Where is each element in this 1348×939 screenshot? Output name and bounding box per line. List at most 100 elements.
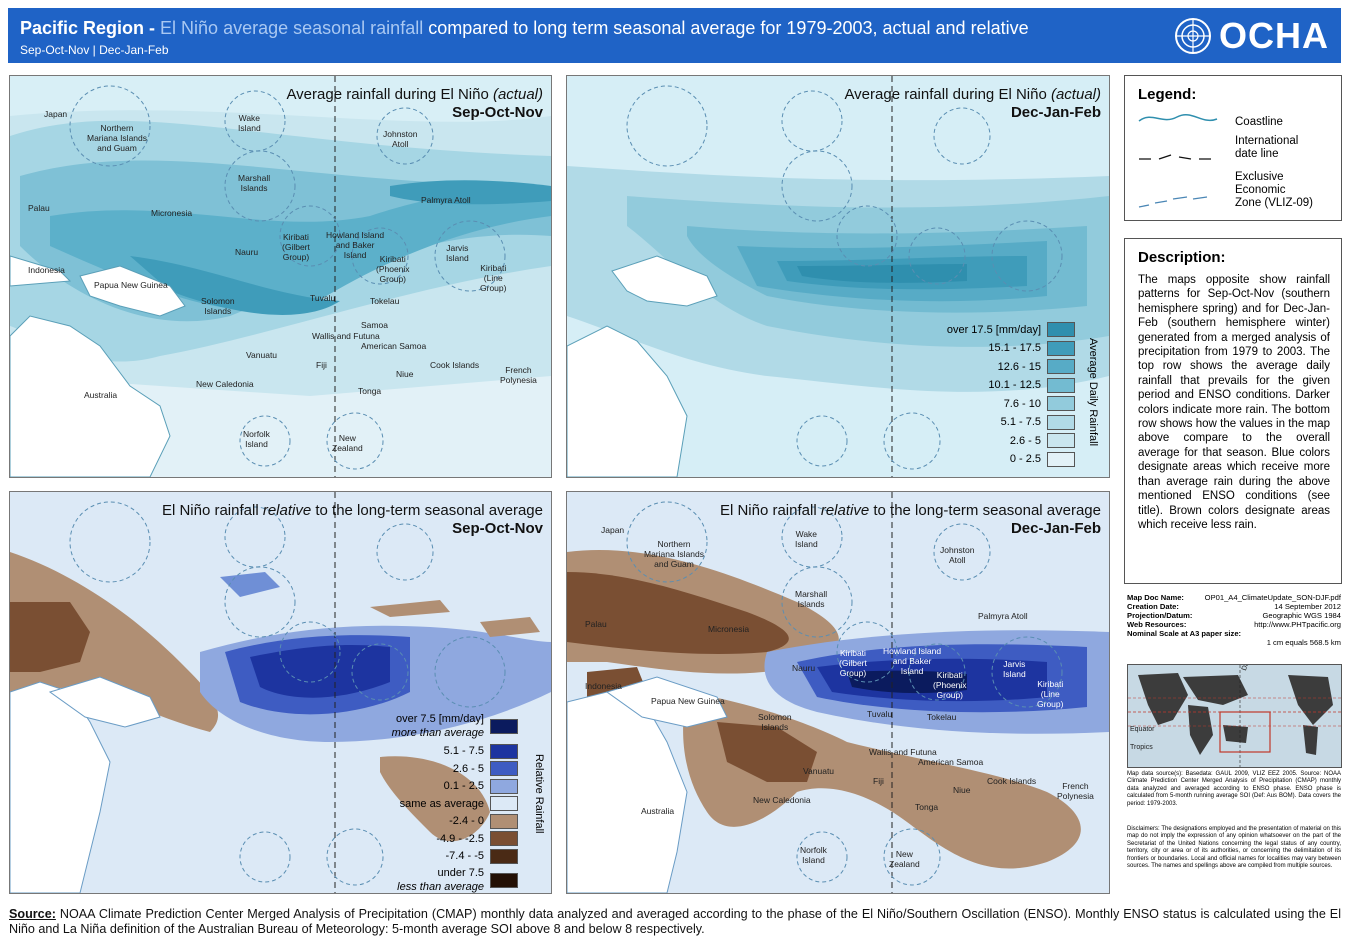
scale-label: over 7.5 [mm/day] more than average [391, 713, 484, 739]
place-label: Johnston Atoll [940, 545, 975, 565]
place-label: Cook Islands [430, 360, 480, 370]
scale-label: 5.1 - 7.5 [1000, 416, 1041, 428]
scale-swatch [490, 761, 518, 776]
place-label: New Caledonia [753, 795, 811, 805]
place-label: Northern Mariana Islands and Guam [644, 539, 705, 569]
place-label: Australia [641, 806, 675, 816]
place-label: Tuvalu [310, 293, 336, 303]
place-label: Jarvis Island [1003, 659, 1026, 679]
scale-row: 0 - 2.5 [1010, 451, 1075, 467]
place-label: Niue [396, 369, 414, 379]
scale-swatch [490, 872, 518, 888]
place-label: Solomon Islands [201, 296, 235, 316]
scale-row: 7.6 - 10 [1004, 396, 1075, 411]
relative-scale-title: Relative Rainfall [533, 754, 545, 834]
scale-row: 5.1 - 7.5 [444, 743, 518, 759]
dateline-icon [1139, 154, 1211, 160]
scale-row: 0.1 - 2.5 [444, 778, 518, 794]
place-label: Papua New Guinea [651, 696, 725, 706]
place-label: Tuvalu [867, 709, 893, 719]
place-label: Micronesia [708, 624, 750, 634]
description-panel: Description: The maps opposite show rain… [1124, 238, 1342, 584]
place-label: Norfolk Island [243, 429, 270, 449]
un-emblem-icon [1175, 18, 1211, 54]
scale-row: over 17.5 [mm/day] [947, 322, 1075, 337]
place-label: Howland Island and Baker Island [326, 230, 385, 260]
legend-eez: Exclusive Economic Zone (VLIZ-09) [1235, 171, 1313, 209]
scale-label: 7.6 - 10 [1003, 397, 1041, 410]
place-label: Palau [585, 619, 607, 629]
map-son-relative: El Niño rainfall relative to the long-te… [9, 491, 552, 894]
scale-label: 2.6 - 5 [1009, 434, 1041, 447]
scale-row: 2.6 - 5 [453, 761, 518, 776]
place-label: Kiribati (Gilbert Group) [839, 648, 867, 678]
scale-swatch [1047, 396, 1075, 411]
scale-swatch [1047, 340, 1075, 356]
scale-row: -7.4 - -5 [445, 848, 518, 864]
place-label: Northern Mariana Islands and Guam [87, 123, 148, 153]
place-label: Papua New Guinea [94, 280, 168, 290]
scale-swatch [490, 848, 518, 864]
place-label: Wake Island [238, 113, 261, 133]
scale-row: 10.1 - 12.5 [988, 377, 1075, 393]
place-label: Wake Island [795, 529, 818, 549]
place-label: Wallis and Futuna [869, 747, 937, 757]
map-title: El Niño rainfall relative to the long-te… [161, 502, 543, 537]
map-metadata: Map Doc Name: OP01_A4_ClimateUpdate_SON-D… [1127, 593, 1341, 647]
scale-label: -2.4 - 0 [449, 815, 484, 827]
place-label: Kiribati (Phoenix Group) [933, 670, 967, 700]
map-djf-relative: El Niño rainfall relative to the long-te… [566, 491, 1110, 894]
scale-label: -7.4 - -5 [445, 850, 484, 862]
place-label: Vanuatu [803, 766, 835, 776]
scale-row: under 7.5 less than average [397, 866, 518, 893]
ocha-logo-text: OCHA [1219, 15, 1329, 56]
place-label: Nauru [235, 247, 259, 257]
place-label: Tokelau [927, 712, 957, 722]
place-label: Tonga [358, 386, 382, 396]
place-label: Indonesia [585, 681, 622, 691]
place-label: Tokelau [370, 296, 400, 306]
inset-equator-label: Equator [1130, 726, 1155, 733]
scale-label: over 17.5 [mm/day] [946, 323, 1041, 336]
place-label: Fiji [873, 776, 884, 786]
place-label: Indonesia [28, 265, 65, 275]
place-label: Howland Island and Baker Island [883, 646, 942, 676]
source-footer: Source: NOAA Climate Prediction Center M… [9, 907, 1341, 937]
title-rest: compared to long term seasonal average f… [428, 18, 1029, 38]
scale-swatch [490, 813, 518, 829]
place-label: Kiribati (Gilbert Group) [282, 232, 310, 262]
place-label: Palmyra Atoll [421, 195, 471, 205]
place-label: Johnston Atoll [383, 129, 418, 149]
legend-symbols [1138, 114, 1218, 208]
source-text: NOAA Climate Prediction Center Merged An… [9, 907, 1341, 936]
scale-swatch [490, 778, 518, 794]
scale-row: 12.6 - 15 [998, 359, 1075, 374]
actual-scale-title: Average Daily Rainfall [1087, 338, 1099, 447]
scale-swatch [490, 796, 518, 811]
place-label: Samoa [361, 320, 388, 330]
scale-row: 2.6 - 5 [1010, 433, 1075, 448]
place-label: American Samoa [361, 341, 427, 351]
source-label: Source: [9, 907, 56, 921]
place-label: Palmyra Atoll [978, 611, 1028, 621]
map-season: Sep-Oct-Nov [452, 520, 543, 537]
scale-row: -2.4 - 0 [449, 813, 518, 829]
disclaimer-note: Disclaimers: The designations employed a… [1127, 826, 1341, 870]
scale-swatch [1047, 433, 1075, 448]
map-title: El Niño rainfall relative to the long-te… [719, 502, 1101, 537]
eez-icon [1138, 196, 1208, 208]
place-label: Fiji [316, 360, 327, 370]
scale-row: over 7.5 [mm/day] more than average [392, 712, 518, 740]
scale-swatch [490, 718, 518, 734]
scale-swatch [1047, 451, 1075, 467]
scale-label: 2.6 - 5 [452, 762, 484, 775]
scale-label: 10.1 - 12.5 [988, 379, 1041, 391]
data-sources-note: Map data source(s): Basedata: GAUL 2009,… [1127, 771, 1341, 807]
coastline-icon [1138, 114, 1218, 122]
scale-swatch [1047, 414, 1075, 430]
description-title: Description: [1138, 249, 1226, 266]
scale-label: -4.9 - -2.5 [436, 832, 484, 845]
scale-label: 15.1 - 17.5 [988, 342, 1041, 354]
scale-swatch [490, 743, 518, 759]
place-label: Japan [601, 525, 625, 535]
